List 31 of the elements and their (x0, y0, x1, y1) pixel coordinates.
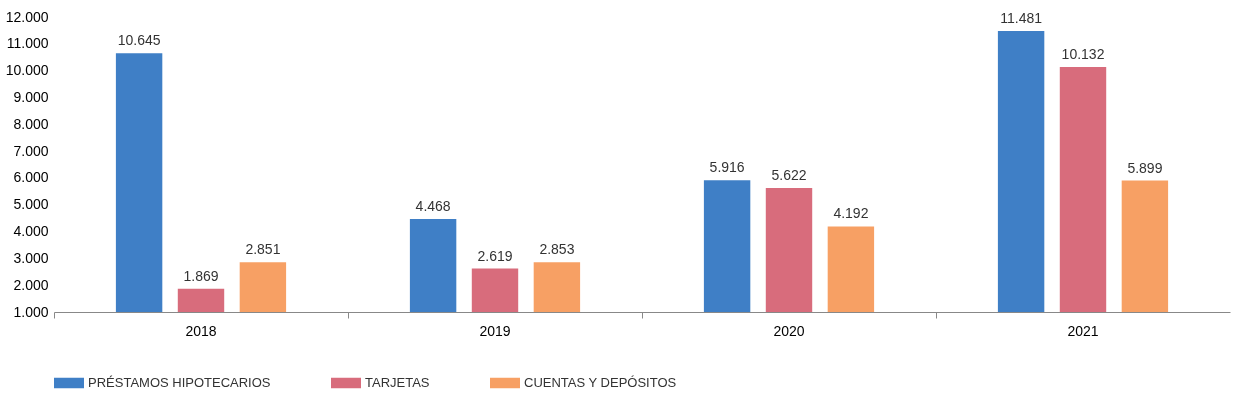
legend-label: PRÉSTAMOS HIPOTECARIOS (88, 375, 271, 390)
data-label: 2.619 (477, 247, 513, 264)
data-label: 5.899 (1127, 159, 1163, 176)
data-label: 5.622 (771, 167, 807, 184)
data-label: 11.481 (1000, 9, 1043, 26)
y-tick-label: 2.000 (13, 276, 49, 293)
y-tick-label: 10.000 (5, 62, 49, 79)
x-tick-label: 2021 (1067, 322, 1099, 339)
y-tick-label: 3.000 (13, 249, 49, 266)
y-tick-label: 8.000 (13, 115, 49, 132)
legend-label: TARJETAS (365, 375, 430, 390)
y-tick-label: 4.000 (13, 223, 49, 240)
legend-label: CUENTAS Y DEPÓSITOS (524, 375, 677, 390)
y-tick-label: 7.000 (13, 142, 49, 159)
y-tick-label: 11.000 (6, 35, 49, 52)
y-tick-label: 6.000 (13, 169, 49, 186)
y-tick-label: 1.000 (13, 303, 49, 320)
data-label: 10.645 (117, 32, 161, 49)
data-label: 2.853 (539, 241, 575, 258)
data-label: 5.916 (709, 159, 745, 176)
y-tick-label: 12.000 (5, 8, 49, 25)
data-label: 1.869 (183, 267, 219, 284)
x-tick-label: 2020 (773, 322, 805, 339)
x-tick-label: 2019 (479, 322, 511, 339)
data-label: 2.851 (245, 241, 281, 258)
data-label: 4.468 (415, 197, 451, 214)
y-tick-label: 5.000 (13, 196, 49, 213)
x-tick-label: 2018 (185, 322, 217, 339)
y-tick-label: 9.000 (13, 88, 49, 105)
data-label: 10.132 (1061, 46, 1105, 63)
data-label: 4.192 (833, 205, 869, 222)
